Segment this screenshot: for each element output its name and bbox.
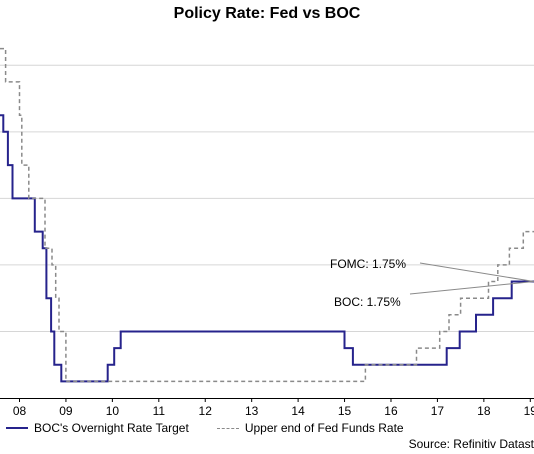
x-tick-label: 19 xyxy=(524,404,534,418)
annotation-leader xyxy=(419,262,534,283)
x-tick-label: 08 xyxy=(13,404,27,418)
x-tick-label: 12 xyxy=(199,404,213,418)
annotation-fomc: FOMC: 1.75% xyxy=(330,257,406,271)
legend-swatch-fed xyxy=(216,427,239,429)
annotations: FOMC: 1.75% BOC: 1.75% xyxy=(330,257,534,309)
chart-plot: 08 09 10 11 12 13 14 15 16 17 18 19 FOMC: 1.75% BOC:… xyxy=(0,47,534,418)
legend-item-fed: Upper end of Fed Funds Rate xyxy=(211,421,404,435)
legend-label-boc: BOC's Overnight Rate Target xyxy=(34,421,189,435)
x-tick-label: 10 xyxy=(106,404,120,418)
legend-item-boc: BOC's Overnight Rate Target xyxy=(0,421,189,435)
x-tick-label: 11 xyxy=(153,404,166,418)
annotation-boc: BOC: 1.75% xyxy=(334,295,401,309)
source-note: Source: Refinitiv Datast xyxy=(408,437,534,451)
gridlines xyxy=(0,64,534,332)
series-line-fed xyxy=(0,47,534,383)
legend-swatch-boc xyxy=(6,427,28,429)
x-tick-label: 16 xyxy=(384,404,398,418)
x-tick-label: 18 xyxy=(477,404,491,418)
series-line-boc xyxy=(0,114,534,383)
x-tick-label: 15 xyxy=(338,404,352,418)
x-tick-label: 14 xyxy=(291,404,305,418)
x-axis: 08 09 10 11 12 13 14 15 16 17 18 19 xyxy=(0,398,534,418)
legend: BOC's Overnight Rate Target Upper end of… xyxy=(0,421,426,435)
x-tick-label: 13 xyxy=(245,404,259,418)
annotation-leader xyxy=(409,281,534,295)
x-tick-label: 09 xyxy=(59,404,73,418)
legend-label-fed: Upper end of Fed Funds Rate xyxy=(244,421,404,435)
series-group xyxy=(0,47,534,383)
chart-title: Policy Rate: Fed vs BOC xyxy=(173,5,361,22)
x-tick-label: 17 xyxy=(431,404,445,418)
